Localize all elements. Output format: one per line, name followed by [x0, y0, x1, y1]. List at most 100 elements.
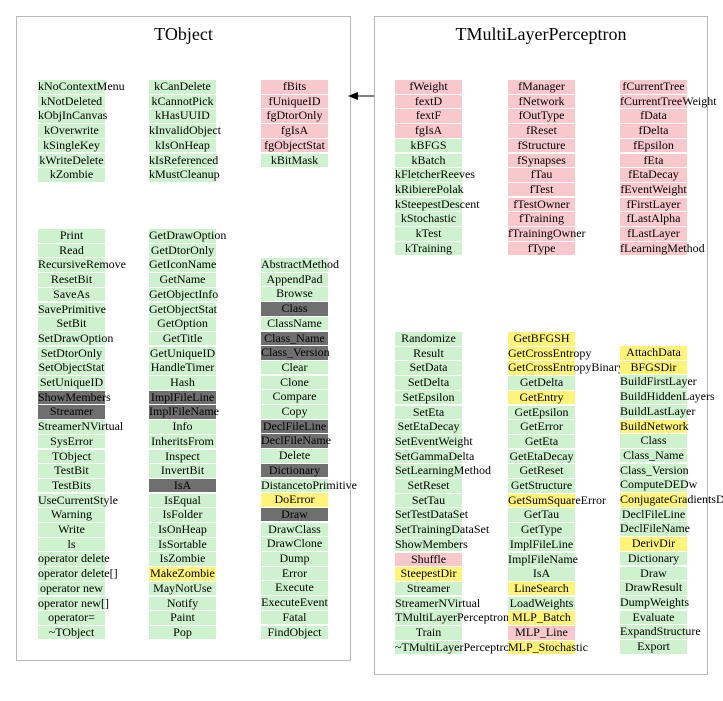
tobject-method-item: Warning [38, 508, 105, 522]
tobject-method-item: Clone [261, 375, 328, 390]
tobject-method-item: Write [38, 522, 105, 537]
mlp-method-item: DeclFileLine [620, 506, 687, 522]
tobject-method-item: ShowMembers [38, 389, 111, 405]
tobject-enum-item: kObjInCanvas [38, 108, 108, 123]
mlp-member-item: kBatch [395, 153, 462, 167]
tobject-enum-item: kIsOnHeap [149, 138, 216, 153]
mlp-title: TMultiLayerPerceptron [455, 24, 627, 44]
mlp-method-item: ConjugateGradientsDir [620, 492, 723, 507]
mlp-method-item: GetEpsilon [508, 405, 575, 419]
tobject-method-item: Copy [261, 404, 328, 419]
tobject-method-item: Notify [149, 596, 216, 610]
mlp-method-item: GetEntry [508, 390, 575, 405]
tobject-method-item: IsEqual [149, 493, 216, 508]
tobject-enum-item: kNoContextMenu [38, 79, 125, 94]
tobject-method-item: ResetBit [38, 273, 105, 287]
tobject-enum-item: kInvalidObject [149, 123, 221, 138]
tobject-method-item: IsA [149, 478, 216, 493]
mlp-method-item: MLP_Batch [508, 611, 575, 625]
tobject-method-item: GetObjectInfo [149, 286, 219, 302]
tobject-method-item: ImplFileName [149, 404, 219, 419]
tobject-method-item: IsZombie [149, 552, 216, 566]
inheritance-arrow [348, 92, 374, 100]
tobject-method-item: Class_Version [261, 345, 330, 360]
mlp-method-item: LineSearch [508, 581, 575, 596]
mlp-member-item: fSynapses [508, 153, 575, 167]
mlp-method-item: Draw [620, 566, 687, 580]
tobject-method-item: Class [261, 302, 328, 316]
tobject-method-item: DistancetoPrimitive [261, 477, 357, 492]
mlp-method-item: SetLearningMethod [395, 463, 491, 478]
tobject-method-item: GetName [149, 273, 216, 287]
tobject-method-item: RecursiveRemove [38, 257, 126, 272]
mlp-method-item: GetStructure [508, 478, 575, 493]
mlp-method-item: Class [620, 434, 687, 448]
mlp-method-item: LoadWeights [508, 595, 575, 611]
mlp-method-item: Streamer [395, 581, 462, 596]
mlp-method-item: SetTau [395, 493, 462, 508]
mlp-member-item: fextD [395, 94, 462, 109]
mlp-method-item: MLP_Stochastic [508, 639, 588, 655]
tobject-method-item: UseCurrentStyle [38, 492, 118, 508]
tobject-method-item: IsFolder [149, 508, 216, 522]
mlp-member-item: fWeight [395, 79, 462, 94]
mlp-member-item: kStochastic [395, 212, 462, 226]
mlp-method-item: Shuffle [395, 552, 462, 566]
mlp-method-item: Export [620, 639, 687, 654]
tobject-method-item: operator delete [38, 551, 110, 566]
mlp-method-item: GetEtaDecay [508, 448, 575, 464]
tobject-enum-item: kHasUUID [149, 109, 216, 123]
mlp-method-item: Train [395, 625, 462, 640]
tobject-method-item: Hash [149, 375, 216, 390]
mlp-member-item: fextF [395, 109, 462, 123]
mlp-method-item: GetDelta [508, 376, 575, 390]
mlp-method-item: SteepestDir [395, 567, 462, 581]
mlp-member-item: fEpsilon [620, 138, 687, 153]
mlp-method-item: BuildFirstLayer [620, 374, 697, 389]
tobject-method-item: TestBits [38, 478, 105, 493]
tobject-method-item: ClassName [261, 316, 328, 331]
tobject-method-item: ~TObject [38, 625, 105, 640]
mlp-member-item: fFirstLayer [620, 197, 687, 212]
mlp-method-item: GetCrossEntropyBinary [508, 360, 624, 375]
mlp-method-item: ExpandStructure [620, 624, 701, 639]
tobject-method-item: DeclFileName [261, 433, 331, 448]
mlp-method-item: BuildNetwork [620, 418, 689, 433]
mlp-method-item: ~TMultiLayerPerceptron [395, 639, 516, 655]
mlp-method-item: ImplFileName [508, 551, 578, 566]
tobject-method-item: Print [38, 228, 105, 243]
tobject-method-item: Draw [261, 507, 328, 522]
tobject-method-item: HandleTimer [149, 360, 216, 375]
mlp-member-item: fNetwork [508, 94, 575, 109]
tobject-method-item: IsOnHeap [149, 522, 216, 537]
tobject-enum-item: kWriteDelete [38, 152, 105, 167]
mlp-member-item: fTau [508, 168, 575, 182]
mlp-method-item: ComputeDEDw [620, 477, 698, 492]
mlp-method-item: GetType [508, 523, 575, 537]
mlp-member-item: fManager [508, 79, 575, 94]
tobject-title: TObject [154, 24, 213, 44]
tobject-method-item: operator new [38, 581, 105, 596]
tobject-method-item: Dictionary [261, 463, 328, 478]
tobject-member-item: fgIsA [261, 124, 328, 138]
tobject-method-item: ls [38, 537, 105, 552]
mlp-member-item: fOutType [508, 109, 575, 123]
tobject-method-item: GetIconName [149, 257, 217, 272]
tobject-method-item: IsSortable [149, 537, 216, 552]
tobject-method-item: DrawClone [261, 537, 328, 551]
tobject-method-item: Clear [261, 360, 328, 375]
tobject-method-item: SaveAs [38, 287, 105, 302]
mlp-member-item: fDelta [620, 124, 687, 138]
tobject-method-item: Class_Name [261, 331, 328, 345]
mlp-method-item: BFGSDir [620, 360, 687, 375]
mlp-method-item: SetTrainingDataSet [395, 522, 490, 537]
mlp-method-item: Class_Version [620, 462, 689, 478]
mlp-method-item: SetData [395, 361, 462, 375]
mlp-method-item: GetBFGSH [508, 331, 575, 346]
mlp-method-item: SetEpsilon [395, 390, 462, 405]
mlp-method-item: ShowMembers [395, 536, 468, 552]
tobject-method-item: DoError [261, 493, 328, 507]
mlp-method-item: GetError [508, 420, 575, 434]
tobject-method-item: Fatal [261, 610, 328, 625]
mlp-method-item: BuildLastLayer [620, 403, 696, 419]
